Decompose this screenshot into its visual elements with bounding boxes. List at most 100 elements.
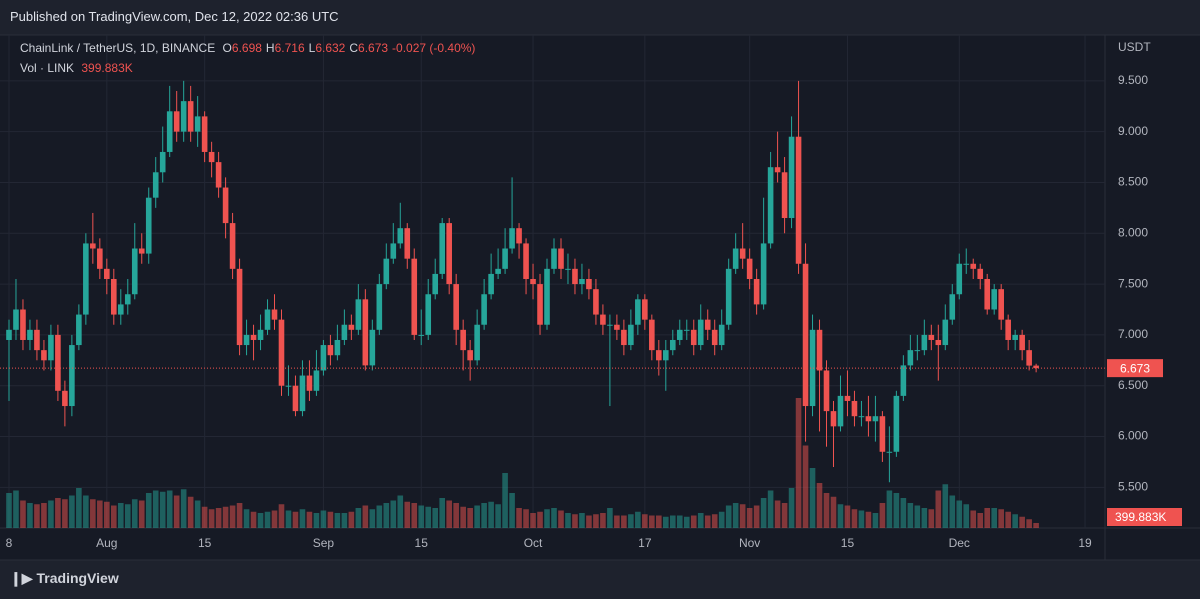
- volume-bar: [13, 490, 19, 528]
- candle-body: [383, 258, 390, 285]
- volume-bar: [467, 508, 473, 528]
- candle-body: [676, 329, 683, 340]
- volume-bar: [453, 503, 459, 528]
- candle-body: [760, 243, 767, 305]
- volume-label: 399.883K: [1115, 510, 1166, 524]
- candle-body: [411, 258, 418, 335]
- volume-bar: [460, 506, 466, 528]
- volume-bar: [299, 509, 306, 528]
- candle-body: [628, 324, 634, 346]
- volume-bar: [55, 498, 61, 528]
- candle-body: [327, 345, 334, 356]
- volume-bar: [327, 511, 334, 528]
- candle-body: [711, 329, 718, 346]
- volume-bar: [593, 514, 599, 528]
- candle-body: [977, 268, 984, 279]
- volume-bar: [711, 514, 718, 528]
- candle-body: [837, 395, 844, 427]
- volume-bar: [837, 504, 844, 528]
- volume-bar: [774, 500, 781, 528]
- candle-body: [124, 294, 131, 305]
- candle-body: [285, 385, 292, 387]
- candle-body: [635, 299, 641, 325]
- candle-body: [914, 350, 921, 352]
- candle-body: [788, 136, 795, 219]
- volume-bar: [523, 509, 529, 528]
- volume-bar: [956, 500, 963, 528]
- candle-body: [998, 289, 1004, 320]
- candle-body: [180, 101, 187, 132]
- candle-body: [138, 248, 145, 254]
- volume-bar: [718, 511, 725, 528]
- volume-bar: [187, 496, 194, 528]
- candle-body: [509, 228, 515, 249]
- candle-body: [404, 228, 411, 259]
- candle-body: [662, 350, 669, 361]
- volume-bar: [907, 503, 914, 528]
- x-tick-label: Aug: [96, 536, 117, 550]
- volume-bar: [509, 493, 515, 528]
- volume-bar: [27, 503, 33, 528]
- candle-body: [1033, 365, 1039, 369]
- symbol: ChainLink / TetherUS, 1D, BINANCE: [20, 41, 216, 55]
- x-tick-label: 15: [198, 536, 212, 550]
- candle-body: [767, 167, 774, 244]
- candle-body: [1005, 319, 1011, 340]
- candle-body: [879, 416, 886, 452]
- volume-bar: [76, 488, 82, 528]
- candle-body: [418, 334, 425, 336]
- volume-bar: [642, 514, 648, 528]
- volume-bar: [872, 513, 879, 528]
- y-tick-label: 8.500: [1118, 175, 1148, 189]
- volume-bar: [166, 490, 173, 528]
- candle-body: [781, 172, 788, 219]
- volume-bar: [607, 508, 613, 528]
- candle-body: [194, 116, 201, 132]
- ohlc-value: 6.716: [274, 41, 305, 55]
- candle-body: [362, 299, 369, 366]
- volume-bar: [823, 493, 830, 528]
- volume-bar: [753, 505, 760, 528]
- x-tick-label: 17: [638, 536, 652, 550]
- volume-bar: [313, 513, 320, 528]
- volume-bar: [732, 503, 739, 528]
- volume-bar: [292, 511, 299, 528]
- volume-bar: [306, 511, 313, 528]
- volume-bar: [250, 511, 257, 528]
- candle-body: [607, 324, 613, 326]
- x-tick-label: 8: [6, 536, 13, 550]
- volume-bar: [355, 508, 362, 528]
- volume-bar: [131, 499, 138, 528]
- x-tick-label: Dec: [949, 536, 970, 550]
- volume-bar: [669, 515, 676, 528]
- volume-bar: [110, 505, 117, 528]
- volume-bar: [795, 398, 802, 528]
- volume-bar: [62, 499, 68, 528]
- volume-bar: [656, 515, 662, 528]
- candle-body: [460, 329, 466, 351]
- volume-bar: [935, 490, 942, 528]
- candle-body: [236, 268, 243, 346]
- candle-body: [131, 248, 138, 295]
- volume-bar: [362, 505, 369, 528]
- volume-bar: [376, 505, 383, 528]
- candle-body: [453, 284, 459, 330]
- volume-bar: [977, 513, 984, 528]
- volume-bar: [746, 508, 753, 528]
- volume-bar: [781, 503, 788, 528]
- candle-body: [467, 350, 473, 361]
- candle-body: [152, 172, 159, 198]
- volume-bar: [844, 505, 851, 528]
- candle-body: [104, 268, 110, 279]
- candle-body: [851, 400, 858, 417]
- candle-body: [600, 314, 606, 325]
- volume-bar: [439, 498, 446, 528]
- volume-bar: [621, 515, 627, 528]
- candle-body: [55, 334, 61, 391]
- candle-body: [13, 309, 19, 330]
- candle-body: [802, 263, 809, 407]
- candle-body: [949, 294, 956, 320]
- x-tick-label: 15: [841, 536, 855, 550]
- candle-body: [425, 294, 432, 335]
